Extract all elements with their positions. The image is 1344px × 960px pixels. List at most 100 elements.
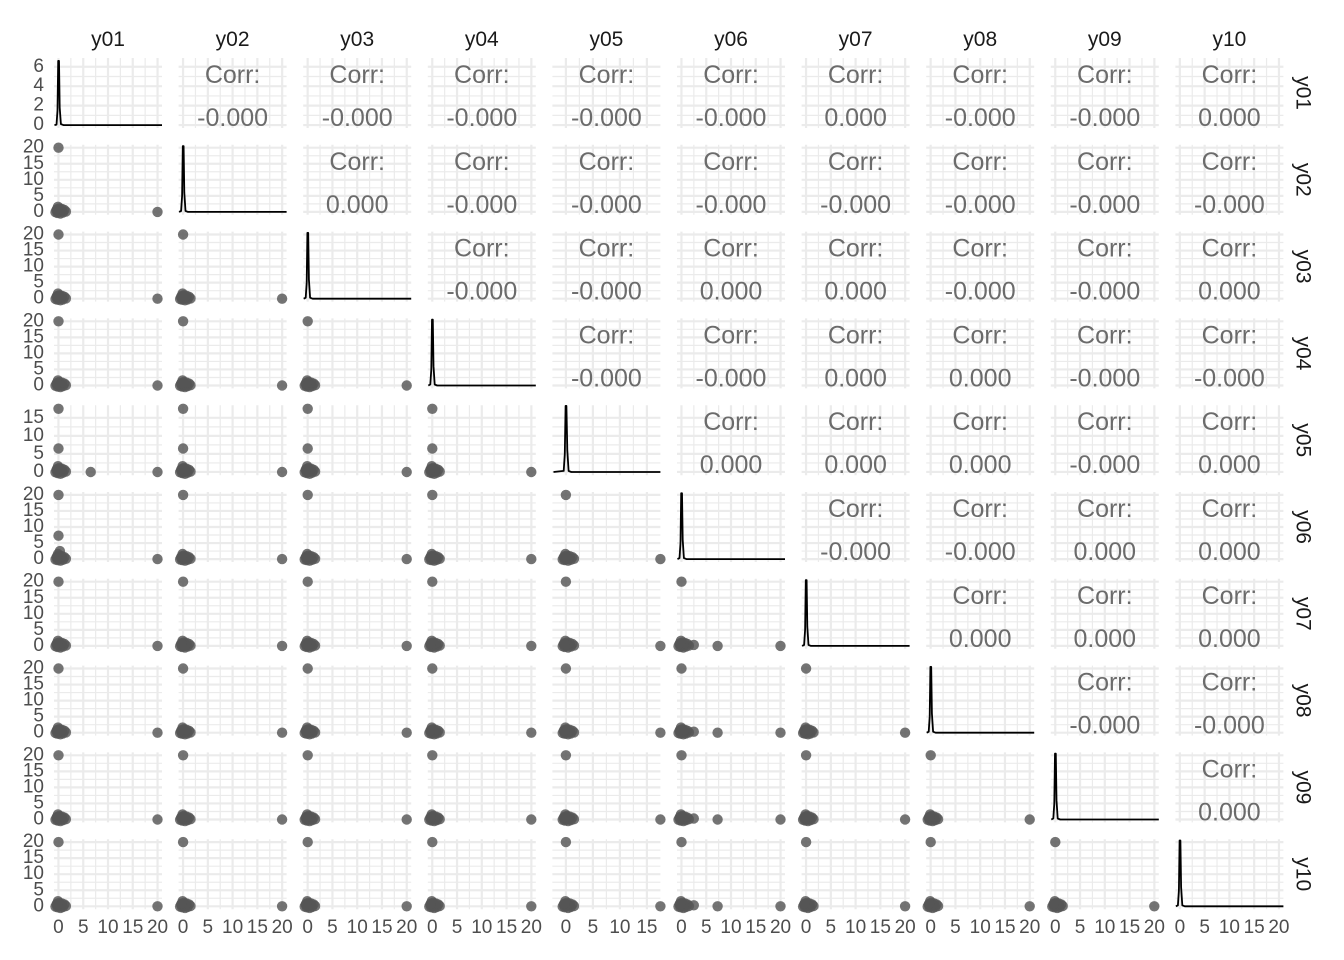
panel-y05-y04 [424, 403, 537, 479]
y-tick-label: 10 [23, 256, 44, 277]
panel-y02-y08: Corr: -0.000 [926, 144, 1035, 219]
x-tick-label: 20 [147, 917, 168, 938]
x-tick-label: 15 [122, 917, 143, 938]
scatter-point [799, 898, 810, 909]
corr-label: Corr: [1077, 321, 1133, 349]
corr-value: 0.000 [949, 451, 1012, 479]
column-strip-label-y04: y04 [465, 28, 499, 51]
corr-value: -0.000 [1194, 364, 1265, 392]
panel-y07-y07 [801, 578, 910, 649]
panel-y04-y08: Corr: 0.000 [926, 318, 1035, 392]
scatter-point [559, 898, 570, 909]
scatter-point [401, 727, 412, 738]
y-tick-label: 5 [33, 706, 44, 727]
row-strip-label-y08: y08 [1291, 684, 1314, 718]
panel-y04-y05: Corr: -0.000 [552, 318, 661, 392]
scatter-point [526, 901, 537, 912]
panel-y06-y04 [424, 489, 537, 566]
scatter-point [54, 545, 66, 557]
corr-label: Corr: [1202, 582, 1258, 610]
density-line-y08 [926, 666, 1035, 734]
panel-y01-y05: Corr: -0.000 [552, 58, 661, 132]
x-tick-label: 0 [427, 917, 438, 938]
scatter-point [526, 814, 537, 825]
corr-value: -0.000 [696, 191, 767, 219]
scatter-point [655, 727, 666, 738]
scatter-point [177, 316, 189, 327]
panel-y05-y03 [299, 403, 412, 479]
scatter-point [301, 898, 312, 909]
x-tick-label: 0 [925, 917, 936, 938]
density-line-y05 [553, 404, 661, 473]
row-strip-label-y07: y07 [1291, 597, 1314, 631]
scatter-point [655, 814, 666, 825]
scatter-point [799, 811, 810, 823]
panel-y02-y07: Corr: -0.000 [801, 144, 910, 219]
panel-y07-y06 [673, 576, 786, 653]
scatter-point [526, 640, 537, 652]
corr-value: -0.000 [571, 278, 642, 306]
scatter-point [302, 403, 313, 414]
scatter-point [85, 466, 96, 478]
scatter-point [51, 811, 63, 823]
scatter-point [712, 901, 723, 912]
x-tick-label: 20 [1144, 917, 1165, 938]
corr-value: -0.000 [1194, 191, 1265, 219]
x-tick-label: 15 [994, 917, 1015, 938]
panel-y05-y07: Corr: 0.000 [801, 405, 910, 479]
y-tick-label: 10 [23, 776, 44, 797]
row-strip-label-y01: y01 [1291, 76, 1314, 110]
y-tick-label: 0 [33, 114, 44, 135]
panel-y02-y06: Corr: -0.000 [677, 144, 785, 219]
corr-label: Corr: [1077, 148, 1133, 176]
corr-label: Corr: [703, 235, 759, 263]
corr-value: -0.000 [1069, 451, 1140, 479]
x-tick-label: 5 [203, 917, 214, 938]
scatter-point [176, 811, 187, 823]
y-tick-label: 15 [23, 240, 44, 261]
panel-y03-y04: Corr: -0.000 [427, 231, 536, 306]
scatter-point [655, 901, 666, 912]
panel-y06-y02 [174, 489, 288, 566]
y-tick-label: 20 [23, 571, 44, 592]
corr-label: Corr: [579, 235, 635, 263]
scatter-point [152, 466, 163, 478]
scatter-point [775, 640, 786, 652]
y-tick-label: 10 [23, 863, 44, 884]
scatter-point [177, 576, 189, 587]
x-tick-label: 0 [1175, 917, 1186, 938]
panel-y10-y02 [174, 836, 288, 914]
scatter-point [301, 377, 312, 389]
y-tick-label: 10 [23, 603, 44, 624]
scatter-point [427, 836, 438, 848]
panel-y05-y06: Corr: 0.000 [677, 405, 785, 479]
corr-label: Corr: [1077, 669, 1133, 697]
y-tick-label: 10 [23, 516, 44, 537]
scatter-point [1050, 836, 1061, 848]
corr-label: Corr: [703, 61, 759, 89]
scatter-point [899, 727, 911, 738]
scatter-point [674, 638, 686, 649]
scatter-point [655, 640, 666, 652]
scatter-point [51, 377, 63, 389]
corr-value: -0.000 [571, 191, 642, 219]
panel-y07-y01 [50, 576, 163, 653]
y-tick-label: 0 [33, 722, 44, 743]
panel-y02-y09: Corr: -0.000 [1050, 144, 1159, 219]
panel-y01-y10: Corr: 0.000 [1175, 58, 1284, 132]
panel-y06-y07: Corr: -0.000 [801, 492, 910, 566]
corr-value: 0.000 [824, 451, 887, 479]
corr-value: -0.000 [696, 104, 767, 132]
scatter-point [176, 724, 187, 736]
y-tick-label: 15 [23, 500, 44, 521]
panel-y09-y09 [1050, 752, 1159, 823]
corr-label: Corr: [1077, 235, 1133, 263]
panel-y03-y05: Corr: -0.000 [552, 231, 661, 306]
panel-y01-y08: Corr: -0.000 [926, 58, 1035, 132]
y-tick-label: 20 [23, 137, 44, 158]
scatter-point [1024, 814, 1035, 825]
y-tick-label: 5 [33, 272, 44, 293]
scatter-point [401, 466, 412, 478]
scatter-point [53, 316, 64, 327]
x-tick-label: 20 [272, 917, 293, 938]
